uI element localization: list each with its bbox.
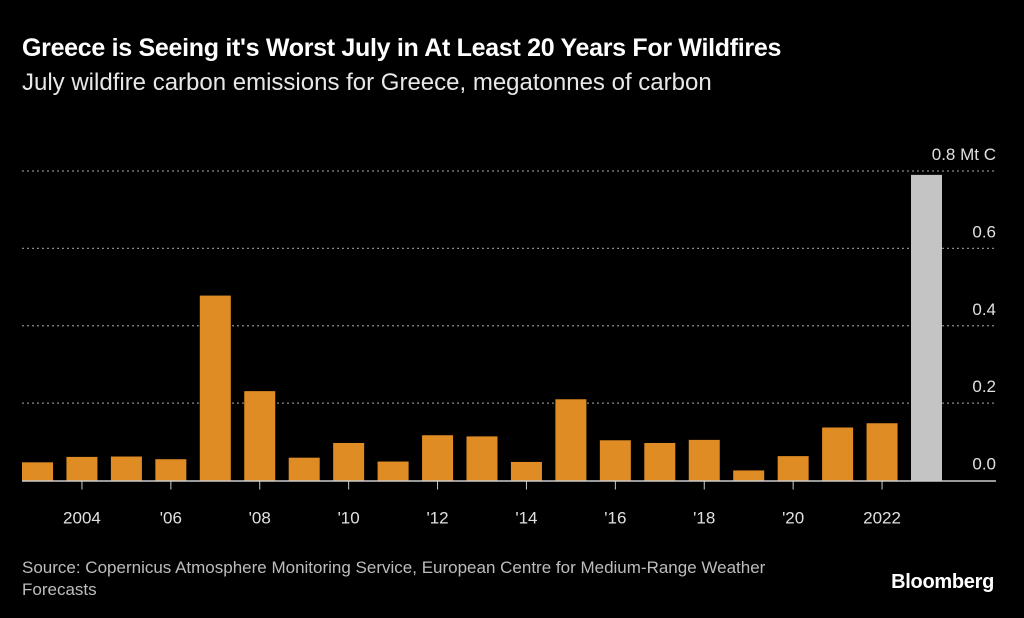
bar-2010 [333,442,365,481]
bar-2007 [199,295,231,481]
bar-2003 [22,462,53,481]
bar-2017 [644,442,676,481]
bar-2013 [466,436,498,481]
bar-2008 [244,391,276,481]
bloomberg-logo: Bloomberg [891,571,994,593]
bar-2005 [110,456,142,481]
x-tick-label: '14 [515,509,537,528]
bar-2019 [733,470,765,481]
bar-2018 [688,439,720,481]
bar-2006 [155,459,187,481]
bar-2023 [911,174,942,481]
source-note: Source: Copernicus Atmosphere Monitoring… [22,558,766,599]
x-tick-label: '06 [160,509,182,528]
bar-2011 [377,461,409,481]
x-tick-label: '20 [782,509,804,528]
x-tick-label: 2022 [863,509,901,528]
bar-2014 [510,461,542,481]
bar-2022 [866,423,898,481]
bar-2016 [599,440,631,481]
y-tick-label: 0.0 [972,455,996,474]
bar-2012 [422,435,454,481]
y-tick-label: 0.6 [972,222,996,241]
bar-2015 [555,399,587,481]
bar-2020 [777,456,809,481]
x-tick-label: '18 [693,509,715,528]
y-tick-label: 0.4 [972,300,996,319]
x-tick-label: '10 [338,509,360,528]
chart-subtitle: July wildfire carbon emissions for Greec… [22,69,712,96]
x-tick-label: '16 [604,509,626,528]
x-tick-label: '12 [426,509,448,528]
chart-title: Greece is Seeing it's Worst July in At L… [22,34,782,62]
bar-2009 [288,457,320,481]
x-tick-label: 2004 [63,509,101,528]
x-tick-label: '08 [249,509,271,528]
bar-2004 [66,456,98,481]
y-tick-label: 0.2 [972,377,996,396]
y-tick-label: 0.8 Mt C [932,145,996,164]
bar-2021 [822,427,854,481]
